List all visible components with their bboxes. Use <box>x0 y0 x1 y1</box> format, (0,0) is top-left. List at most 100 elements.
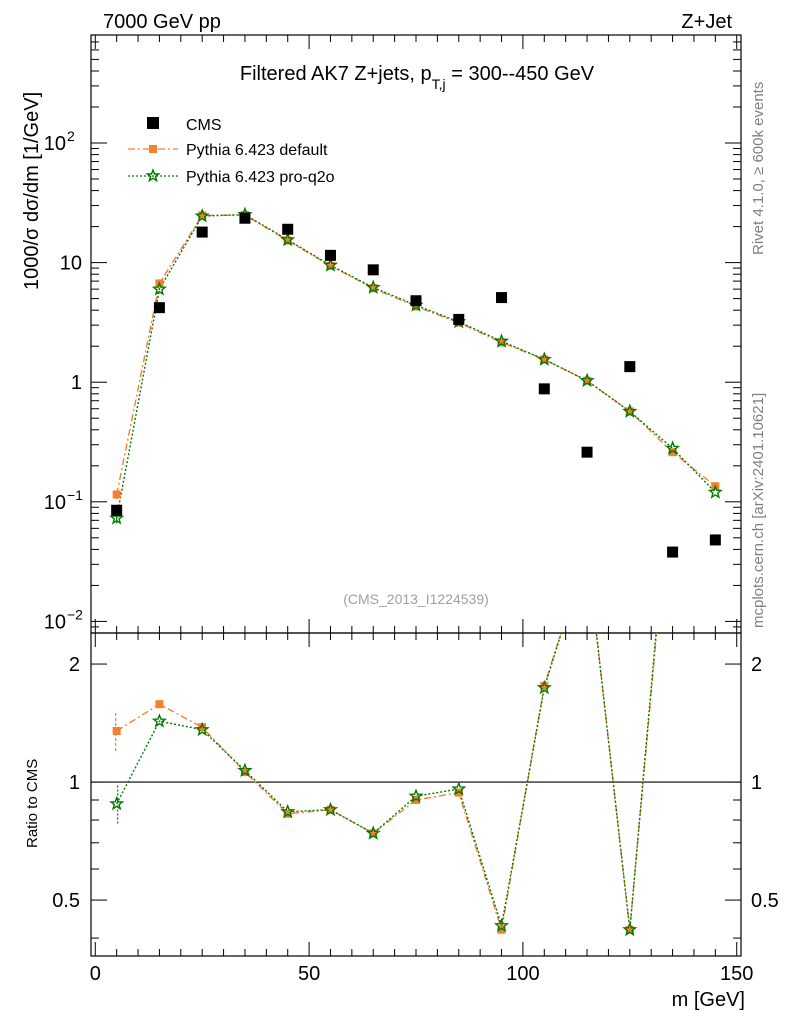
default-point <box>326 261 335 270</box>
default-point <box>369 284 378 293</box>
x-axis-label: m [GeV] <box>672 989 745 1011</box>
cms-point <box>496 292 508 304</box>
default-ratio-point <box>412 795 420 804</box>
proq2o-ratio-point <box>493 917 510 933</box>
legend-label-proq2o: Pythia 6.423 pro-q2o <box>186 169 335 186</box>
proq2o-ratio-point <box>408 788 424 803</box>
y-tick-exponent: −2 <box>67 606 83 622</box>
proq2o-ratio-point <box>109 795 125 811</box>
default-ratio-point <box>369 829 378 838</box>
legend-marker-proq2o <box>145 168 161 183</box>
y-tick-label: 10 <box>44 492 66 514</box>
proq2o-ratio-point <box>151 713 168 728</box>
default-point <box>540 355 549 364</box>
proq2o-point <box>151 281 168 296</box>
proq2o-ratio-point <box>581 544 593 555</box>
main-series-group <box>109 206 723 558</box>
legend-marker-cms <box>147 117 159 129</box>
default-ratio-point <box>198 723 207 732</box>
default-point <box>198 211 207 220</box>
y-tick-label: 10 <box>60 253 82 275</box>
y-tick-label: 1 <box>71 372 82 394</box>
proq2o-point <box>493 333 510 348</box>
default-point <box>625 407 634 416</box>
proq2o-ratio-point <box>322 801 339 817</box>
proq2o-ratio-point <box>280 803 296 819</box>
legend-label-cms: CMS <box>186 117 222 134</box>
default-ratio-point <box>711 603 719 611</box>
proq2o-point <box>109 510 125 525</box>
legend: CMS Pythia 6.423 default Pythia 6.423 pr… <box>128 117 335 186</box>
default-ratio-point <box>155 700 164 709</box>
ratio-tick-label: 0.5 <box>52 890 80 912</box>
proq2o-ratio-point <box>451 780 467 796</box>
default-point <box>283 236 292 245</box>
legend-marker-default <box>149 145 157 153</box>
default-point <box>112 490 121 499</box>
ratio-tick-label: 1 <box>69 772 80 794</box>
default-ratio-point <box>497 925 506 934</box>
y-tick-exponent: 2 <box>67 128 75 144</box>
cms-point <box>367 264 379 276</box>
proq2o-point <box>579 372 595 388</box>
default-point <box>668 448 677 457</box>
proq2o-point <box>707 484 723 499</box>
ratio-tick-label-right: 2 <box>751 654 762 676</box>
cms-point <box>709 534 721 546</box>
ratio-panel: 0 50 100 150 0.5 0.5 1 1 2 2 <box>52 544 779 985</box>
y-tick-label: 10 <box>44 611 66 633</box>
proq2o-ratio-point <box>365 825 381 840</box>
default-ratio-point <box>540 681 549 690</box>
analysis-watermark: (CMS_2013_I1224539) <box>343 591 489 607</box>
cms-point <box>624 361 636 373</box>
default-ratio-line <box>116 633 658 930</box>
cms-point <box>111 504 123 516</box>
cms-point <box>282 223 294 235</box>
plot-title: Filtered AK7 Z+jets, pT,j = 300--450 GeV <box>240 63 595 92</box>
default-ratio-point <box>112 726 121 735</box>
legend-label-default: Pythia 6.423 default <box>186 142 328 159</box>
proq2o-point <box>280 231 296 247</box>
proq2o-point <box>622 403 638 418</box>
proq2o-point <box>536 351 552 366</box>
cms-point <box>196 226 208 238</box>
x-tick-label: 100 <box>506 963 539 985</box>
proq2o-ratio-point <box>237 762 253 778</box>
default-ratio-point <box>583 546 591 554</box>
x-tick-label: 50 <box>298 963 320 985</box>
cms-point <box>667 546 679 558</box>
proq2o-point <box>365 279 381 294</box>
default-point <box>412 302 420 311</box>
ratio-tick-label: 2 <box>69 654 80 676</box>
cms-point <box>324 249 336 261</box>
x-tick-label: 0 <box>90 963 101 985</box>
ratio-tick-label-right: 1 <box>751 772 762 794</box>
cms-point <box>453 313 465 325</box>
proq2o-point <box>194 208 210 223</box>
default-ratio-point <box>454 788 463 797</box>
proq2o-point <box>664 440 681 455</box>
ratio-frame <box>90 632 742 957</box>
proq2o-point <box>322 257 339 272</box>
cms-point <box>239 212 251 224</box>
cms-point <box>153 302 165 314</box>
ratio-tick-label-right: 0.5 <box>751 890 779 912</box>
default-ratio-point <box>240 768 249 777</box>
default-ratio-point <box>625 925 634 934</box>
ratio-series-group <box>109 544 719 937</box>
proq2o-ratio-point <box>622 921 638 937</box>
proq2o-line <box>115 213 716 519</box>
y-tick-exponent: −1 <box>67 487 83 503</box>
cms-point <box>538 383 550 395</box>
cms-point <box>581 446 593 458</box>
header-left: 7000 GeV pp <box>103 11 221 33</box>
proq2o-ratio-point <box>194 721 210 737</box>
default-ratio-point <box>326 805 335 814</box>
y-axis-label: 1000/σ dσ/dm [1/GeV] <box>21 92 43 290</box>
default-point <box>497 338 506 347</box>
default-point <box>583 376 592 385</box>
ratio-y-axis-label: Ratio to CMS <box>24 759 41 848</box>
side-label-top: Rivet 4.1.0, ≥ 600k events <box>750 82 767 255</box>
